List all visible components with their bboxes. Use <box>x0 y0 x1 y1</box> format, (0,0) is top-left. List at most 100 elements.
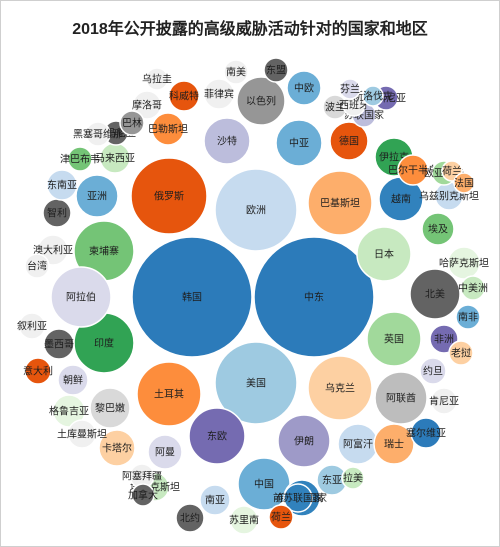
bubble-label: 斯洛伐克 <box>353 90 393 103</box>
bubble-label: 越南 <box>391 193 411 206</box>
bubble-circle <box>307 355 373 421</box>
bubble-label: 津巴布韦 <box>60 154 100 166</box>
bubble-42: 智利 <box>42 198 72 228</box>
bubble-32: 卡塔尔 <box>98 429 136 467</box>
bubble-circle <box>203 117 251 165</box>
bubble-label: 中亚 <box>289 137 309 150</box>
bubble-label: 阿联酋 <box>386 392 416 405</box>
bubble-label: 荷兰 <box>271 511 291 524</box>
bubble-circle <box>455 304 481 330</box>
bubble-33: 埃及 <box>421 212 455 246</box>
bubble-label: 德国 <box>339 135 359 148</box>
bubble-41: 南亚 <box>199 484 231 516</box>
bubble-72: 东盟 <box>263 57 289 83</box>
bubble-label: 东欧 <box>207 430 227 443</box>
bubble-label: 土耳其 <box>154 388 184 401</box>
bubble-label: 土库曼斯坦 <box>57 428 107 441</box>
bubble-30: 朝鲜 <box>57 364 89 396</box>
bubble-label: 黑塞哥维那 <box>73 128 123 141</box>
bubble-label: 英国 <box>384 333 404 346</box>
bubble-circle <box>168 80 200 112</box>
bubble-circle <box>356 226 412 282</box>
bubble-circle <box>253 236 375 358</box>
bubble-circle <box>131 483 155 507</box>
bubble-label: 日本 <box>374 248 394 261</box>
bubble-22: 亚洲 <box>75 174 119 218</box>
bubble-19: 中亚 <box>275 119 323 167</box>
bubble-label: 美国 <box>246 377 266 390</box>
bubble-label: 以色列 <box>246 95 276 108</box>
chart-title: 2018年公开披露的高级威胁活动针对的国家和地区 <box>72 21 428 38</box>
bubble-label: 朝鲜 <box>63 374 83 387</box>
bubble-28: 阿曼 <box>147 434 183 470</box>
bubble-circle <box>214 168 298 252</box>
bubble-circle <box>89 387 131 429</box>
bubble-circle <box>131 236 253 358</box>
bubble-58: 意大利 <box>23 357 53 385</box>
bubble-label: 东盟 <box>266 64 286 77</box>
bubble-8: 印度 <box>73 312 135 374</box>
bubble-70: 津巴布韦 <box>60 146 100 172</box>
bubble-17: 北美 <box>409 268 461 320</box>
bubble-circle <box>453 172 475 194</box>
bubble-83: 法国 <box>453 172 475 194</box>
bubble-37: 科威特 <box>168 80 200 112</box>
bubble-46: 巴尔干半岛 <box>388 154 438 186</box>
bubble-label: 老挝 <box>451 347 471 360</box>
bubble-label: 拉美 <box>343 472 363 485</box>
bubble-circle <box>229 505 259 535</box>
bubble-23: 黎巴嫩 <box>89 387 131 429</box>
bubble-circle <box>421 212 455 246</box>
bubble-label: 智利 <box>47 207 67 220</box>
bubble-label: 墨西哥 <box>44 339 74 351</box>
bubble-0: 韩国 <box>131 236 253 358</box>
bubble-24: 阿富汗 <box>337 423 379 465</box>
bubble-14: 伊朗 <box>277 414 331 468</box>
bubble-label: 荷兰 <box>442 165 462 178</box>
bubble-label: 南亚 <box>205 494 225 507</box>
bubble-label: 肯尼亚 <box>429 395 459 408</box>
bubble-label: 东南亚 <box>47 179 77 192</box>
bubble-29: 中欧 <box>286 70 322 106</box>
bubble-circle <box>67 419 97 449</box>
bubble-49: 约旦 <box>419 357 447 385</box>
bubble-label: 格鲁吉亚 <box>49 405 89 418</box>
bubble-label: 北美 <box>425 288 445 301</box>
bubble-label: 韩国 <box>182 291 202 304</box>
bubble-63: 台湾 <box>24 253 50 279</box>
bubble-74: 乌拉圭 <box>142 67 172 91</box>
bubble-12: 英国 <box>366 311 422 367</box>
bubble-circle <box>410 417 442 449</box>
bubble-18: 沙特 <box>203 117 251 165</box>
bubble-34: 哈萨克斯坦 <box>439 246 489 280</box>
bubble-circle <box>43 328 75 360</box>
bubble-label: 叙利亚 <box>17 320 47 333</box>
bubble-label: 非洲 <box>434 334 454 346</box>
bubble-label: 伊朗 <box>294 436 314 448</box>
bubble-circle <box>362 85 384 107</box>
bubble-label: 台湾 <box>27 260 47 273</box>
bubble-label: 瑞士 <box>384 438 404 451</box>
bubble-label: 阿拉伯 <box>66 291 96 304</box>
bubble-circle <box>24 357 52 385</box>
bubble-label: 中欧 <box>294 82 314 95</box>
bubble-circle <box>188 407 246 465</box>
bubble-label: 加拿大 <box>128 489 158 502</box>
bubble-62: 南非 <box>455 304 481 330</box>
bubble-56: 前苏联国家 <box>273 483 323 513</box>
bubble-circle <box>214 341 298 425</box>
bubble-label: 澳大利亚 <box>33 244 73 257</box>
bubble-57: 叙利亚 <box>17 312 47 340</box>
bubble-circle <box>397 154 429 186</box>
bubble-label: 柬埔寨 <box>89 245 119 258</box>
bubble-circle <box>283 483 313 513</box>
bubble-label: 科威特 <box>169 90 199 103</box>
bubble-label: 芬兰 <box>340 83 360 96</box>
bubble-label: 西班牙 <box>339 100 369 112</box>
bubble-label: 卡塔尔 <box>102 442 132 455</box>
bubble-label: 阿曼 <box>155 447 175 459</box>
bubble-54: 北约 <box>175 503 205 533</box>
bubble-circle <box>339 78 361 100</box>
bubble-label: 南美 <box>226 66 246 79</box>
